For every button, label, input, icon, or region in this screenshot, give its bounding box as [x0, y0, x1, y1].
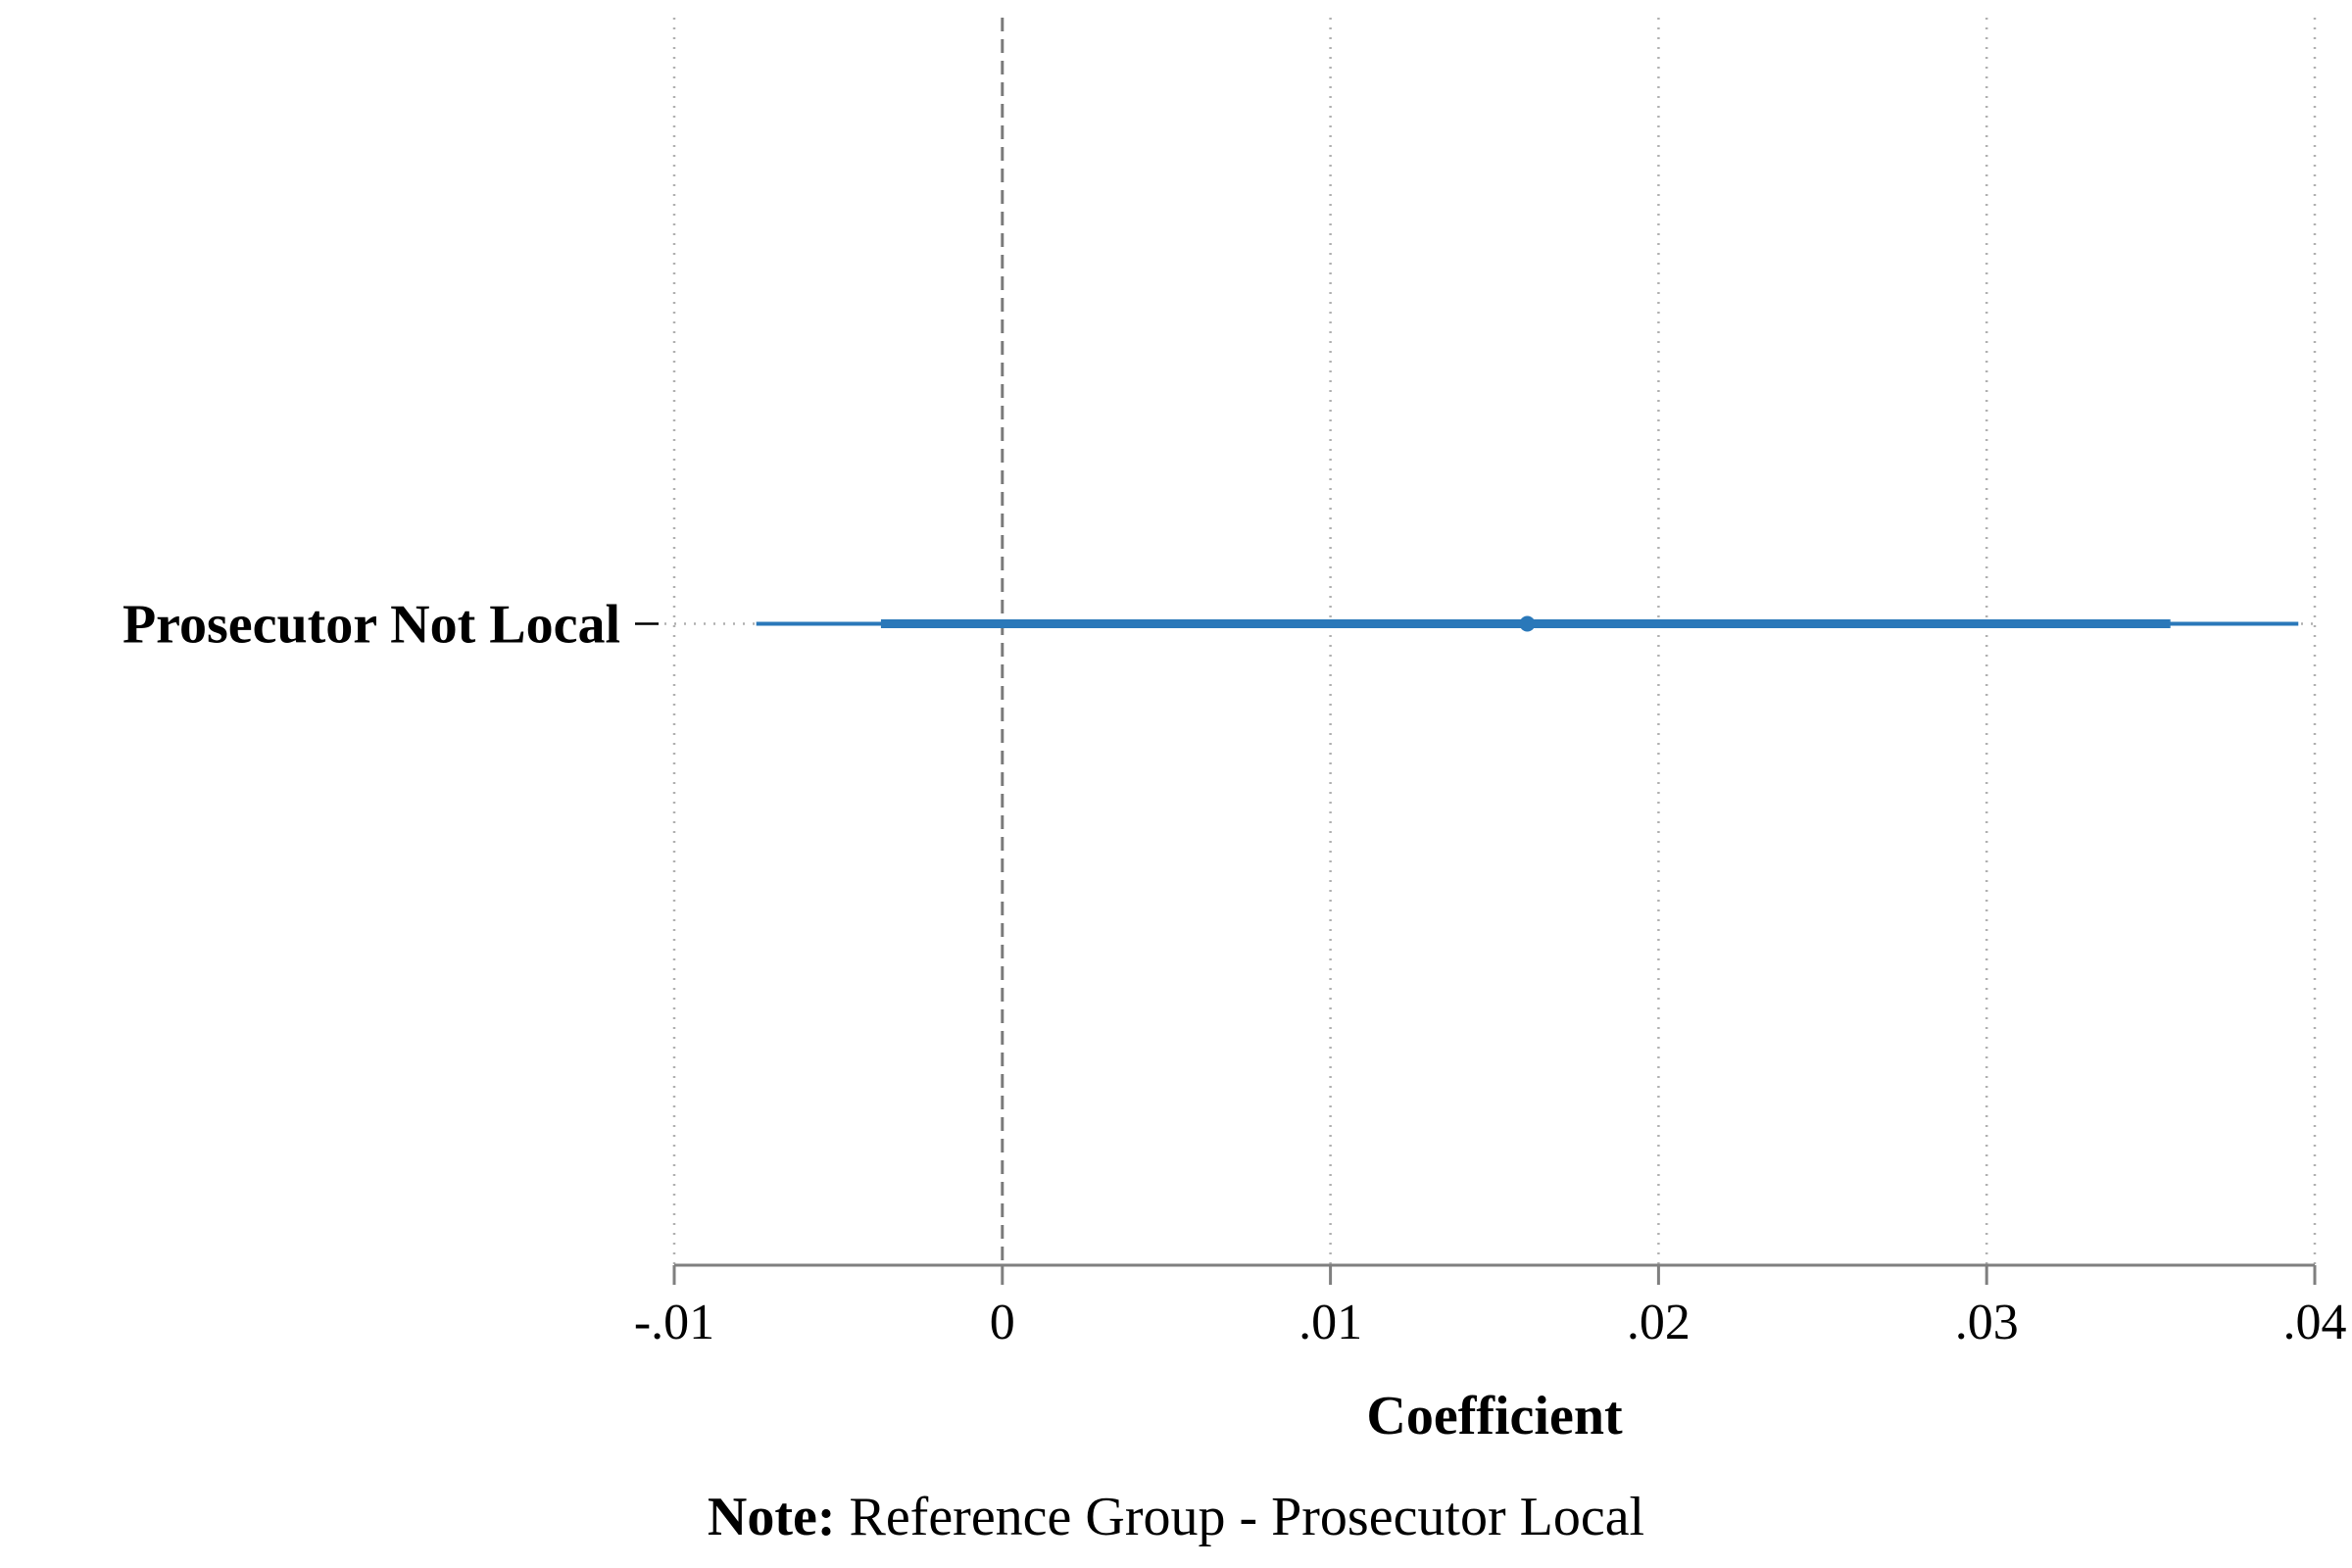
x-tick-label: .01: [1298, 1295, 1362, 1350]
x-axis-title: Coefficient: [1366, 1386, 1623, 1446]
note-text: Reference Group - Prosecutor Local: [835, 1487, 1644, 1547]
x-tick-label: .03: [1955, 1295, 2019, 1350]
confidence-intervals: [756, 615, 2299, 632]
category-label: Prosecutor Not Local: [122, 595, 620, 656]
note-label: Note:: [708, 1487, 836, 1547]
gridlines: [664, 18, 2317, 1265]
x-tick-label: 0: [990, 1295, 1015, 1350]
chart-note: Note: Reference Group - Prosecutor Local: [708, 1487, 1644, 1547]
y-axis-categories: Prosecutor Not Local: [122, 595, 659, 656]
x-axis-ticks: -.01 0 .01 .02 .03 .04: [634, 1265, 2347, 1350]
point-estimate: [1519, 615, 1536, 632]
x-tick-label: -.01: [634, 1295, 714, 1350]
x-tick-label: .02: [1627, 1295, 1690, 1350]
x-tick-label: .04: [2283, 1295, 2347, 1350]
